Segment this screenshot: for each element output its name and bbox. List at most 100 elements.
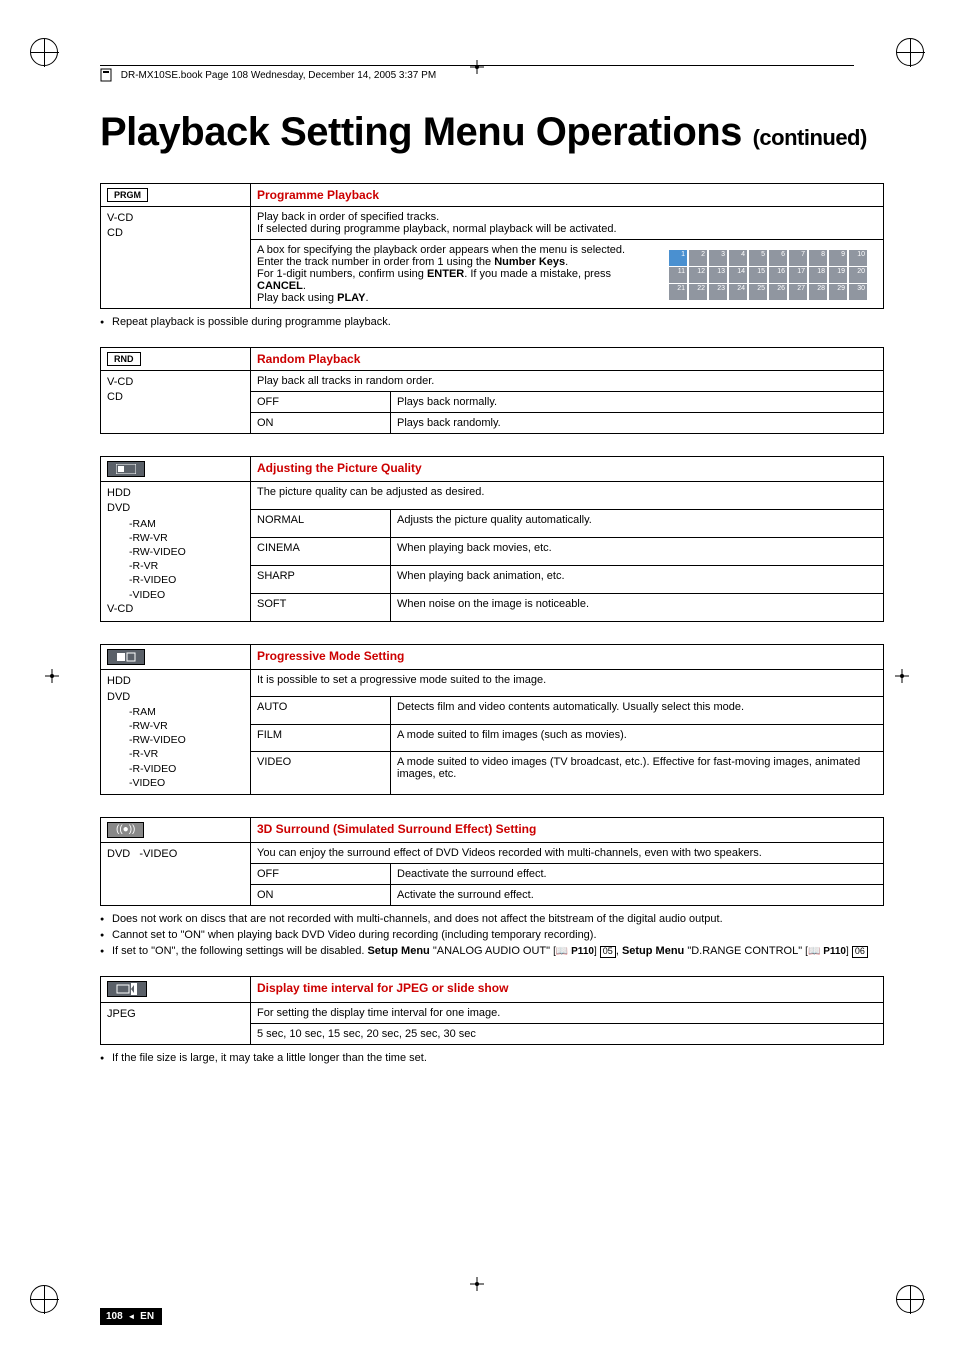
note-item: Cannot set to "ON" when playing back DVD…	[100, 928, 884, 944]
option-desc: Deactivate the surround effect.	[391, 863, 884, 884]
format-list: HDD DVD -RAM -RW-VR -RW-VIDEO -R-VR -R-V…	[101, 481, 251, 621]
grid-cell: 7	[789, 250, 807, 266]
section-heading: 3D Surround (Simulated Surround Effect) …	[251, 817, 884, 842]
programme-playback-table: PRGM Programme Playback V-CD CD Play bac…	[100, 183, 884, 309]
grid-cell: 5	[749, 250, 767, 266]
section-heading: Adjusting the Picture Quality	[251, 456, 884, 481]
grid-cell: 28	[809, 284, 827, 300]
grid-cell: 4	[729, 250, 747, 266]
option-desc: Detects film and video contents automati…	[391, 697, 884, 724]
section-description: Play back in order of specified tracks. …	[251, 207, 884, 240]
jpeg-interval-table: Display time interval for JPEG or slide …	[100, 976, 884, 1045]
grid-cell: 22	[689, 284, 707, 300]
section-heading: Random Playback	[251, 347, 884, 370]
option-values: 5 sec, 10 sec, 15 sec, 20 sec, 25 sec, 3…	[251, 1023, 884, 1044]
option-desc: When noise on the image is noticeable.	[391, 594, 884, 622]
option-desc: A mode suited to video images (TV broadc…	[391, 752, 884, 795]
surround-table: ((●)) 3D Surround (Simulated Surround Ef…	[100, 817, 884, 906]
grid-cell: 11	[669, 267, 687, 283]
header-text: DR-MX10SE.book Page 108 Wednesday, Decem…	[121, 70, 436, 81]
registration-mark	[30, 1285, 58, 1313]
grid-cell: 26	[769, 284, 787, 300]
section-description: Play back all tracks in random order.	[251, 370, 884, 391]
grid-cell: 14	[729, 267, 747, 283]
section-description: For setting the display time interval fo…	[251, 1002, 884, 1023]
option-name: ON	[251, 884, 391, 905]
crop-mark	[45, 669, 59, 683]
running-header: DR-MX10SE.book Page 108 Wednesday, Decem…	[100, 65, 854, 82]
picture-quality-table: Adjusting the Picture Quality HDD DVD -R…	[100, 456, 884, 622]
registration-mark	[896, 38, 924, 66]
registration-mark	[30, 38, 58, 66]
page-title: Playback Setting Menu Operations (contin…	[100, 110, 884, 155]
grid-cell: 25	[749, 284, 767, 300]
instruction-text: A box for specifying the playback order …	[257, 244, 653, 304]
option-desc: Adjusts the picture quality automaticall…	[391, 509, 884, 537]
grid-cell: 8	[809, 250, 827, 266]
rnd-badge: RND	[107, 352, 141, 366]
picture-quality-icon	[107, 461, 145, 477]
book-icon	[100, 68, 112, 82]
note-item: If the file size is large, it may take a…	[100, 1051, 884, 1067]
grid-cell: 16	[769, 267, 787, 283]
grid-cell: 1	[669, 250, 687, 266]
prgm-badge: PRGM	[107, 188, 148, 202]
surround-icon: ((●))	[107, 822, 144, 838]
grid-cell: 24	[729, 284, 747, 300]
option-name: VIDEO	[251, 752, 391, 795]
note-item: Repeat playback is possible during progr…	[100, 315, 884, 331]
option-desc: When playing back movies, etc.	[391, 538, 884, 566]
option-name: SOFT	[251, 594, 391, 622]
grid-cell: 15	[749, 267, 767, 283]
notes-list: Does not work on discs that are not reco…	[100, 912, 884, 960]
option-desc: When playing back animation, etc.	[391, 566, 884, 594]
option-name: SHARP	[251, 566, 391, 594]
option-name: AUTO	[251, 697, 391, 724]
notes-list: If the file size is large, it may take a…	[100, 1051, 884, 1067]
crop-mark	[470, 1277, 484, 1291]
option-desc: A mode suited to film images (such as mo…	[391, 724, 884, 751]
format-list: JPEG	[101, 1002, 251, 1044]
title-continued: (continued)	[753, 125, 867, 150]
grid-cell: 9	[829, 250, 847, 266]
grid-cell: 18	[809, 267, 827, 283]
grid-cell: 2	[689, 250, 707, 266]
option-desc: Plays back randomly.	[391, 412, 884, 433]
note-item: Does not work on discs that are not reco…	[100, 912, 884, 928]
option-name: NORMAL	[251, 509, 391, 537]
crop-mark	[895, 669, 909, 683]
option-desc: Plays back normally.	[391, 391, 884, 412]
grid-cell: 12	[689, 267, 707, 283]
section-heading: Display time interval for JPEG or slide …	[251, 976, 884, 1002]
title-main: Playback Setting Menu Operations	[100, 110, 742, 154]
page-number: 108 ◄ EN	[100, 1308, 162, 1325]
notes-list: Repeat playback is possible during progr…	[100, 315, 884, 331]
note-item: If set to "ON", the following settings w…	[100, 944, 884, 960]
format-list: V-CD CD	[101, 207, 251, 309]
option-desc: Activate the surround effect.	[391, 884, 884, 905]
grid-cell: 23	[709, 284, 727, 300]
option-name: OFF	[251, 863, 391, 884]
grid-cell: 3	[709, 250, 727, 266]
option-name: FILM	[251, 724, 391, 751]
option-name: OFF	[251, 391, 391, 412]
progressive-mode-table: Progressive Mode Setting HDD DVD -RAM -R…	[100, 644, 884, 795]
option-name: ON	[251, 412, 391, 433]
section-heading: Progressive Mode Setting	[251, 645, 884, 670]
grid-cell: 19	[829, 267, 847, 283]
grid-cell: 10	[849, 250, 867, 266]
section-heading: Programme Playback	[251, 184, 884, 207]
section-description: You can enjoy the surround effect of DVD…	[251, 842, 884, 863]
track-number-grid: 1 2 3 4 5 6 7 8 9 10 11 12 13	[669, 250, 869, 301]
section-description: It is possible to set a progressive mode…	[251, 670, 884, 697]
format-list: DVD -VIDEO	[101, 842, 251, 905]
progressive-icon	[107, 649, 145, 665]
grid-cell: 13	[709, 267, 727, 283]
section-description: The picture quality can be adjusted as d…	[251, 481, 884, 509]
grid-cell: 6	[769, 250, 787, 266]
grid-cell: 29	[829, 284, 847, 300]
grid-cell: 30	[849, 284, 867, 300]
grid-row: 11 12 13 14 15 16 17 18 19 20	[669, 267, 869, 283]
grid-cell: 17	[789, 267, 807, 283]
option-name: CINEMA	[251, 538, 391, 566]
